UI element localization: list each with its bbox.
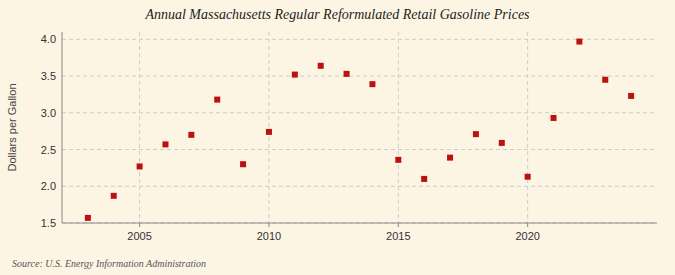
y-tick-label: 1.5 — [41, 217, 56, 229]
y-grid-line — [62, 112, 657, 113]
point — [162, 141, 168, 147]
source-note: Source: U.S. Energy Information Administ… — [12, 258, 206, 269]
point — [292, 72, 298, 78]
point — [525, 174, 531, 180]
point — [602, 77, 608, 83]
point — [214, 97, 220, 103]
y-grid-line — [62, 186, 657, 187]
y-axis-label: Dollars per Gallon — [6, 83, 18, 171]
point — [344, 71, 350, 77]
x-axis-line — [62, 223, 657, 224]
x-tick — [398, 223, 399, 227]
chart-svg: Annual Massachusetts Regular Reformulate… — [0, 0, 675, 275]
point — [111, 193, 117, 199]
y-grid-line — [62, 223, 657, 224]
point — [85, 215, 91, 221]
point — [240, 161, 246, 167]
point — [551, 115, 557, 121]
x-grid-line — [139, 32, 140, 223]
y-tick-label: 2.5 — [41, 144, 56, 156]
x-tick — [139, 223, 140, 227]
point — [421, 176, 427, 182]
y-grid-line — [62, 149, 657, 150]
point — [447, 155, 453, 161]
y-axis-line — [62, 32, 63, 223]
x-axis: 2005 2010 2015 2020 — [127, 223, 540, 242]
y-tick-label: 4.0 — [41, 33, 56, 45]
y-grid-line — [62, 39, 657, 40]
background — [0, 0, 675, 275]
x-grid-line — [527, 32, 528, 223]
x-tick-label: 2015 — [386, 230, 410, 242]
point — [499, 140, 505, 146]
y-grid-line — [62, 76, 657, 77]
chart-container: Annual Massachusetts Regular Reformulate… — [0, 0, 675, 275]
point — [188, 132, 194, 138]
title: Annual Massachusetts Regular Reformulate… — [144, 7, 530, 22]
point — [318, 63, 324, 69]
x-tick — [268, 223, 269, 227]
x-tick-label: 2005 — [127, 230, 151, 242]
point — [473, 131, 479, 137]
y-tick-label: 3.5 — [41, 70, 56, 82]
point — [266, 129, 272, 135]
x-tick-label: 2020 — [515, 230, 539, 242]
point — [628, 93, 634, 99]
point — [137, 163, 143, 169]
x-grid-line — [268, 32, 269, 223]
grid — [62, 32, 657, 223]
point — [369, 81, 375, 87]
point — [395, 157, 401, 163]
x-tick-label: 2010 — [257, 230, 281, 242]
y-axis: 1.5 2.0 2.5 3.0 3.5 4.0 — [41, 33, 56, 229]
points — [85, 39, 634, 221]
y-tick-label: 3.0 — [41, 107, 56, 119]
x-tick — [527, 223, 528, 227]
x-grid-line — [398, 32, 399, 223]
y-tick-label: 2.0 — [41, 180, 56, 192]
point — [576, 39, 582, 45]
